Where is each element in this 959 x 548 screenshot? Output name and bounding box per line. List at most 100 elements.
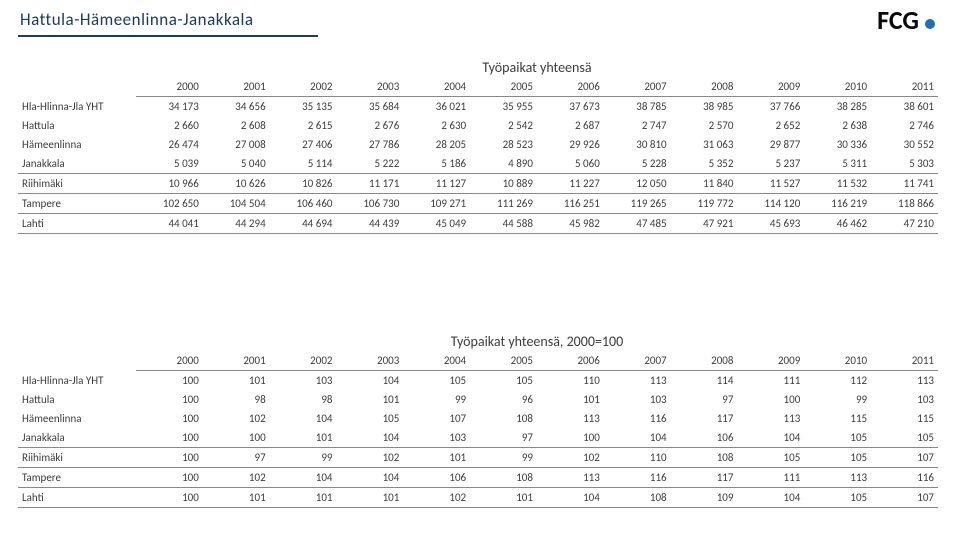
cell: 102	[336, 448, 403, 468]
cell: 2 608	[203, 116, 270, 135]
table-row: Hämeenlinna26 47427 00827 40627 78628 20…	[18, 135, 938, 154]
cell: 101	[403, 448, 470, 468]
cell: 100	[136, 371, 203, 391]
cell: 5 303	[871, 154, 938, 174]
table-row: Tampere102 650104 504106 460106 730109 2…	[18, 194, 938, 214]
cell: 38 285	[804, 97, 871, 117]
cell: 106	[671, 428, 738, 448]
cell: 10 826	[270, 174, 337, 194]
col-2009: 2009	[737, 77, 804, 97]
cell: 105	[871, 428, 938, 448]
cell: 44 041	[136, 214, 203, 234]
cell: 103	[871, 390, 938, 409]
cell: 106	[403, 468, 470, 488]
cell: 96	[470, 390, 537, 409]
col-2011: 2011	[871, 77, 938, 97]
row-label: Lahti	[18, 488, 136, 508]
cell: 2 687	[537, 116, 604, 135]
row-label: Hattula	[18, 390, 136, 409]
cell: 99	[804, 390, 871, 409]
cell: 117	[671, 409, 738, 428]
col-2000: 2000	[136, 351, 203, 371]
cell: 113	[871, 371, 938, 391]
cell: 107	[871, 448, 938, 468]
cell: 101	[270, 488, 337, 508]
cell: 35 684	[336, 97, 403, 117]
col-2003: 2003	[336, 77, 403, 97]
cell: 98	[203, 390, 270, 409]
cell: 97	[470, 428, 537, 448]
cell: 119 265	[604, 194, 671, 214]
cell: 44 294	[203, 214, 270, 234]
cell: 114	[671, 371, 738, 391]
cell: 108	[671, 448, 738, 468]
cell: 112	[804, 371, 871, 391]
cell: 105	[336, 409, 403, 428]
col-2009: 2009	[737, 351, 804, 371]
cell: 30 552	[871, 135, 938, 154]
cell: 113	[737, 409, 804, 428]
cell: 100	[737, 390, 804, 409]
cell: 27 008	[203, 135, 270, 154]
cell: 37 766	[737, 97, 804, 117]
cell: 101	[537, 390, 604, 409]
cell: 4 890	[470, 154, 537, 174]
col-2010: 2010	[804, 77, 871, 97]
row-label: Lahti	[18, 214, 136, 234]
cell: 116 251	[537, 194, 604, 214]
table-row: Riihimäki10 96610 62610 82611 17111 1271…	[18, 174, 938, 194]
table-row: Janakkala5 0395 0405 1145 2225 1864 8905…	[18, 154, 938, 174]
col-2002: 2002	[270, 77, 337, 97]
col-2002: 2002	[270, 351, 337, 371]
cell: 100	[136, 468, 203, 488]
cell: 105	[804, 448, 871, 468]
cell: 5 060	[537, 154, 604, 174]
cell: 107	[403, 409, 470, 428]
table1-wrap: Työpaikat yhteensä2000200120022003200420…	[18, 56, 938, 234]
table-row: Hattula100989810199961011039710099103	[18, 390, 938, 409]
cell: 2 570	[671, 116, 738, 135]
table-row: Hattula2 6602 6082 6152 6762 6302 5422 6…	[18, 116, 938, 135]
cell: 116 219	[804, 194, 871, 214]
cell: 5 040	[203, 154, 270, 174]
logo-text: FCG	[877, 4, 919, 36]
cell: 35 955	[470, 97, 537, 117]
row-label: Riihimäki	[18, 174, 136, 194]
cell: 45 049	[403, 214, 470, 234]
cell: 2 638	[804, 116, 871, 135]
col-2005: 2005	[470, 351, 537, 371]
cell: 44 439	[336, 214, 403, 234]
cell: 10 889	[470, 174, 537, 194]
table-row: Lahti10010110110110210110410810910410510…	[18, 488, 938, 508]
cell: 10 626	[203, 174, 270, 194]
table-row: Janakkala1001001011041039710010410610410…	[18, 428, 938, 448]
cell: 102	[403, 488, 470, 508]
cell: 116	[604, 468, 671, 488]
cell: 44 694	[270, 214, 337, 234]
cell: 38 985	[671, 97, 738, 117]
row-label: Hattula	[18, 116, 136, 135]
cell: 101	[470, 488, 537, 508]
cell: 105	[403, 371, 470, 391]
col-2010: 2010	[804, 351, 871, 371]
cell: 34 656	[203, 97, 270, 117]
cell: 5 222	[336, 154, 403, 174]
cell: 97	[671, 390, 738, 409]
cell: 5 039	[136, 154, 203, 174]
table-row: Lahti44 04144 29444 69444 43945 04944 58…	[18, 214, 938, 234]
cell: 11 127	[403, 174, 470, 194]
cell: 106 730	[336, 194, 403, 214]
row-label: Riihimäki	[18, 448, 136, 468]
cell: 100	[136, 390, 203, 409]
table-row: Hämeenlinna10010210410510710811311611711…	[18, 409, 938, 428]
cell: 113	[604, 371, 671, 391]
row-label: Tampere	[18, 468, 136, 488]
cell: 11 840	[671, 174, 738, 194]
row-label: Janakkala	[18, 154, 136, 174]
cell: 109	[671, 488, 738, 508]
logo: FCG	[877, 4, 935, 36]
cell: 47 210	[871, 214, 938, 234]
cell: 38 601	[871, 97, 938, 117]
cell: 28 523	[470, 135, 537, 154]
cell: 118 866	[871, 194, 938, 214]
